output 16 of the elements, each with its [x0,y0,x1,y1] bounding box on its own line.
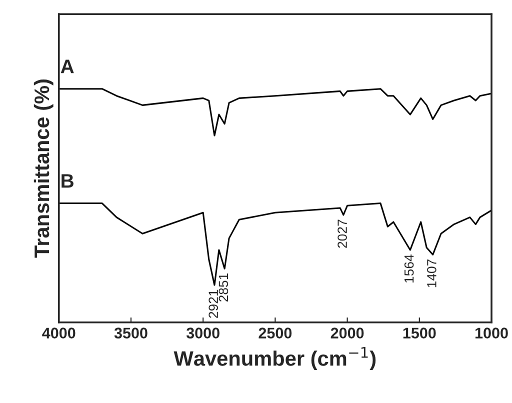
y-axis-title: Transmittance (%) [34,80,54,258]
x-tick-label: 2500 [258,328,292,338]
x-axis-title: Wavenumber (cm$^{−1}$) [174,347,376,370]
x-tick-label: 2000 [330,328,364,338]
series-label: A [60,60,74,74]
annotation: 2851 [218,273,228,302]
x-tick-label: 4000 [42,328,76,338]
x-tick-label: 1500 [403,328,436,338]
annotation: 2027 [338,220,347,248]
annotation: 1564 [404,254,414,283]
x-tick-label: 3500 [114,328,148,339]
x-tick-label: 1000 [475,328,508,338]
annotation: 2921 [208,290,218,318]
series-label: B [62,174,74,188]
x-tick-label: 3000 [186,328,220,339]
annotation: 1407 [427,259,436,288]
